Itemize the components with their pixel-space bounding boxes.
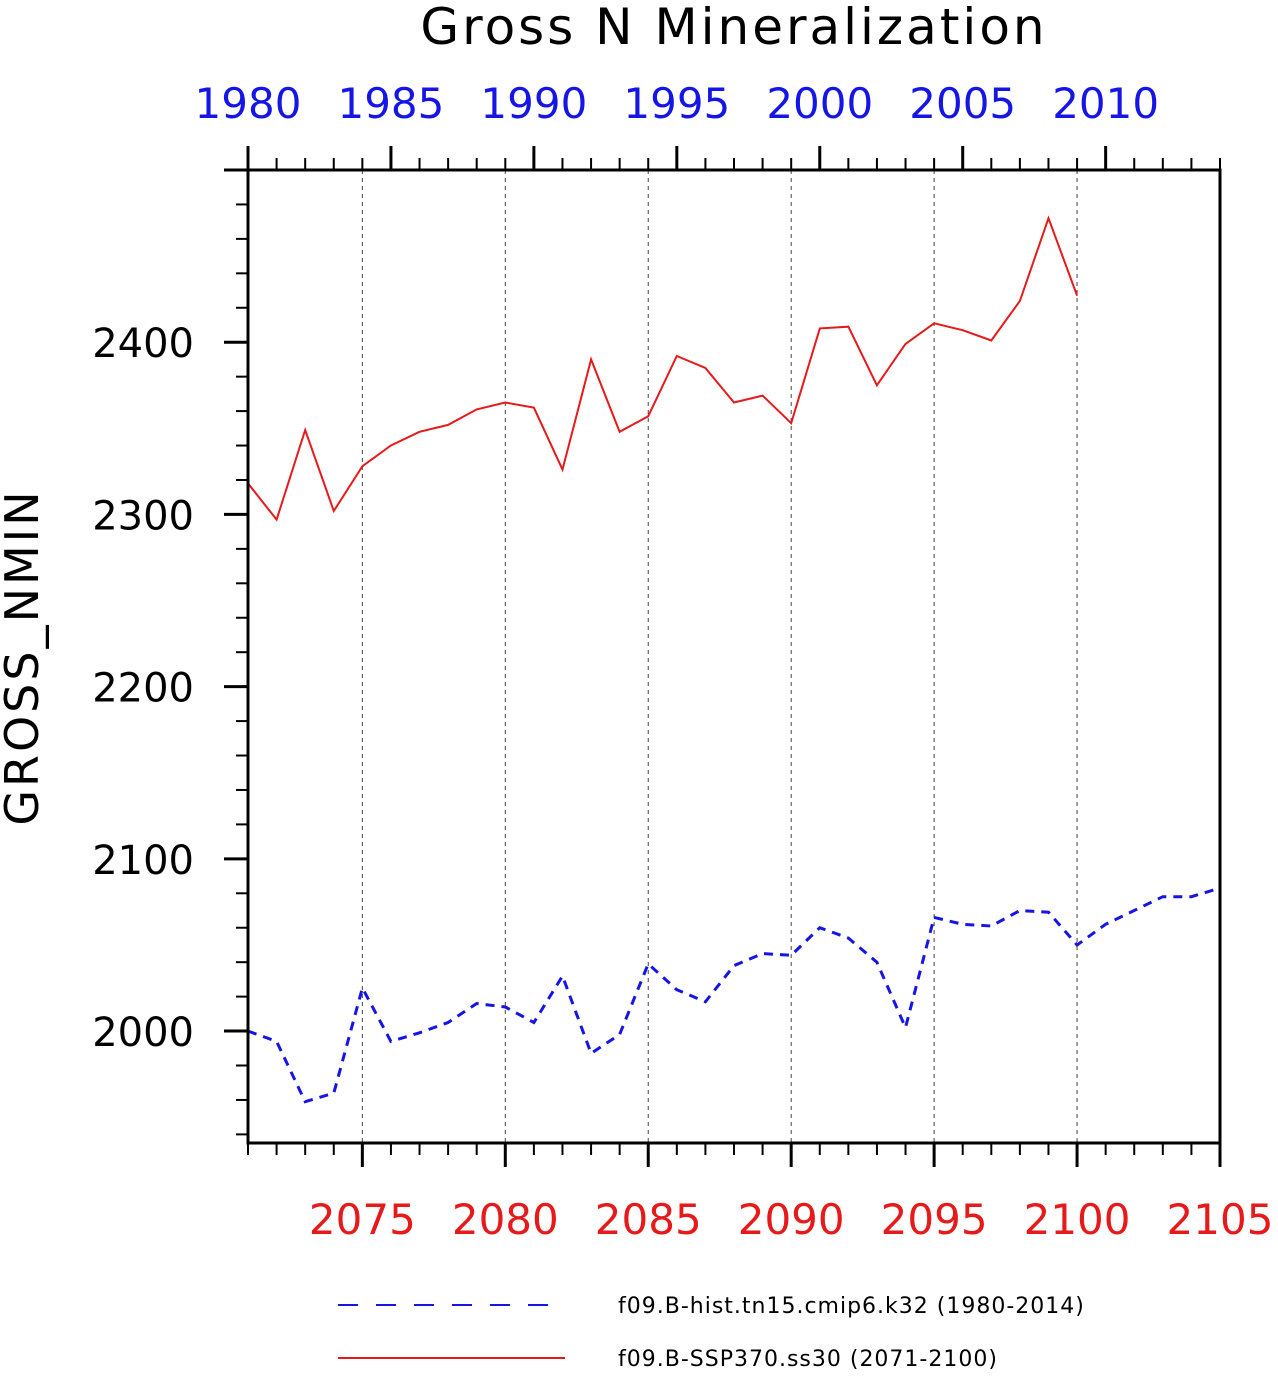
- x-bottom-tick-label: 2100: [1024, 1195, 1131, 1244]
- x-top-tick-label: 2005: [909, 79, 1016, 128]
- y-tick-label: 2200: [92, 666, 194, 712]
- legend: f09.B-hist.tn15.cmip6.k32 (1980-2014) f09…: [338, 1294, 1085, 1372]
- chart-title: Gross N Mineralization: [420, 0, 1047, 56]
- tick-labels: 1980 1985 1990 1995 2000 2005 2010 2075 2080 2085…: [92, 79, 1273, 1244]
- x-top-tick-label: 1990: [480, 79, 587, 128]
- x-top-tick-label: 2010: [1052, 79, 1159, 128]
- series-lines: [247, 215, 1221, 1104]
- x-bottom-tick-label: 2105: [1167, 1195, 1274, 1244]
- plot-frame: [246, 168, 1222, 1145]
- x-top-tick-label: 1995: [623, 79, 730, 128]
- y-tick-label: 2300: [92, 493, 194, 539]
- y-axis-label: GROSS_NMIN: [0, 488, 49, 825]
- legend-label: f09.B-hist.tn15.cmip6.k32 (1980-2014): [618, 1294, 1085, 1319]
- x-bottom-tick-label: 2075: [309, 1195, 416, 1244]
- y-tick-label: 2000: [92, 1010, 194, 1056]
- legend-label: f09.B-SSP370.ss30 (2071-2100): [618, 1347, 998, 1372]
- x-top-tick-label: 2000: [766, 79, 873, 128]
- ssp370-series-line: [247, 215, 1079, 522]
- x-top-tick-label: 1985: [337, 79, 444, 128]
- axis-ticks: [224, 146, 1222, 1167]
- x-bottom-tick-label: 2085: [595, 1195, 702, 1244]
- y-tick-label: 2400: [92, 321, 194, 367]
- x-bottom-tick-label: 2090: [738, 1195, 845, 1244]
- historical-series-line: [247, 886, 1221, 1104]
- x-bottom-tick-label: 2095: [881, 1195, 988, 1244]
- grid-lines: [361, 170, 1078, 1143]
- x-bottom-tick-label: 2080: [452, 1195, 559, 1244]
- x-top-tick-label: 1980: [195, 79, 302, 128]
- y-tick-label: 2100: [92, 838, 194, 884]
